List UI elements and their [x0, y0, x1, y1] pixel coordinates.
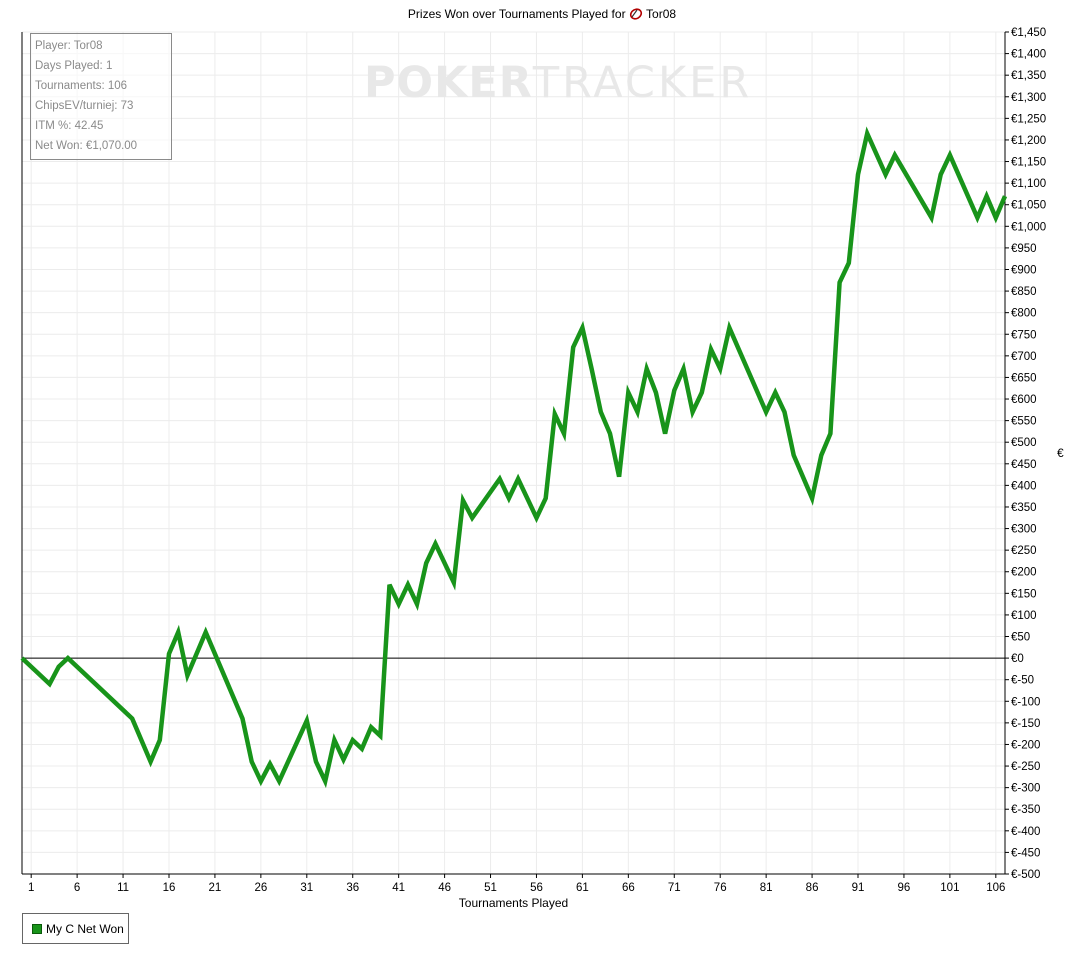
grid: [22, 31, 1005, 875]
y-tick-label: €-500: [1011, 869, 1040, 881]
y-tick-label: €450: [1011, 459, 1037, 471]
y-tick-label: €1,000: [1011, 221, 1046, 233]
y-tick-label: €500: [1011, 437, 1037, 449]
y-tick-label: €300: [1011, 524, 1037, 536]
series-line-net-won: [20, 126, 1008, 789]
pokertracker-logo-icon: [629, 8, 643, 20]
x-tick-label: 101: [940, 882, 959, 894]
series-group: [20, 126, 1008, 789]
y-tick-label: €-150: [1011, 718, 1040, 730]
y-tick-label: €1,350: [1011, 70, 1046, 82]
legend[interactable]: My C Net Won: [22, 913, 129, 944]
y-tick-label: €1,150: [1011, 157, 1046, 169]
y-tick-label: €400: [1011, 480, 1037, 492]
y-tick-label: €1,050: [1011, 200, 1046, 212]
y-tick-label: €1,200: [1011, 135, 1046, 147]
y-tick-label: €0: [1011, 653, 1024, 665]
x-tick-label: 6: [74, 882, 80, 894]
y-tick-label: €100: [1011, 610, 1037, 622]
chart-title-text: Prizes Won over Tournaments Played for: [407, 7, 626, 21]
x-tick-label: 36: [346, 882, 359, 894]
y-tick-label: €-100: [1011, 696, 1040, 708]
y-tick-label: €650: [1011, 372, 1037, 384]
x-tick-label: 41: [392, 882, 405, 894]
y-tick-label: €50: [1011, 632, 1030, 644]
y-tick-label: €1,250: [1011, 113, 1046, 125]
watermark-part1: POKER: [364, 58, 533, 108]
y-tick-label: €-450: [1011, 847, 1040, 859]
y-axis-label: €: [1057, 446, 1064, 460]
y-tick-label: €250: [1011, 545, 1037, 557]
chart-title: Prizes Won over Tournaments Played for T…: [0, 7, 1084, 21]
y-tick-label: €1,100: [1011, 178, 1046, 190]
stat-tournaments: Tournaments: 106: [35, 80, 128, 92]
x-tick-label: 1: [28, 882, 34, 894]
x-tick-label: 71: [668, 882, 681, 894]
y-tick-label: €1,450: [1011, 27, 1046, 39]
y-tick-label: €150: [1011, 588, 1037, 600]
x-axis-label: Tournaments Played: [458, 896, 569, 910]
y-tick-label: €700: [1011, 351, 1037, 363]
x-tick-label: 86: [806, 882, 819, 894]
x-tick-label: 46: [438, 882, 451, 894]
x-tick-label: 76: [714, 882, 727, 894]
x-tick-label: 31: [300, 882, 313, 894]
x-tick-label: 61: [576, 882, 589, 894]
stat-player: Player: Tor08: [35, 40, 103, 52]
y-tick-label: €950: [1011, 243, 1037, 255]
watermark-part2: TRACKER: [532, 58, 753, 108]
y-tick-label: €-250: [1011, 761, 1040, 773]
stat-days-played: Days Played: 1: [35, 60, 113, 72]
stat-chipsev: ChipsEV/turniej: 73: [35, 100, 134, 112]
y-tick-label: €-50: [1011, 675, 1034, 687]
x-tick-label: 106: [986, 882, 1005, 894]
chart-title-player: Tor08: [646, 7, 677, 21]
y-tick-label: €-400: [1011, 826, 1040, 838]
y-tick-label: €-350: [1011, 804, 1040, 816]
y-tick-label: €900: [1011, 264, 1037, 276]
x-tick-label: 91: [852, 882, 865, 894]
y-tick-label: €850: [1011, 286, 1037, 298]
legend-label: My C Net Won: [46, 921, 124, 936]
x-tick-label: 51: [484, 882, 497, 894]
axes: [21, 32, 1006, 875]
legend-swatch-icon: [32, 923, 42, 934]
y-tick-label: €350: [1011, 502, 1037, 514]
y-tick-label: €1,400: [1011, 49, 1046, 61]
stats-box: Player: Tor08 Days Played: 1 Tournaments…: [30, 33, 172, 160]
pokertracker-watermark: POKERTRACKER: [364, 58, 752, 108]
y-tick-label: €-200: [1011, 739, 1040, 751]
x-tick-label: 81: [760, 882, 773, 894]
x-tick-label: 26: [254, 882, 267, 894]
y-tick-label: €200: [1011, 567, 1037, 579]
y-tick-label: €1,300: [1011, 92, 1046, 104]
x-tick-label: 56: [530, 882, 543, 894]
x-tick-label: 96: [898, 882, 911, 894]
x-tick-label: 21: [209, 882, 222, 894]
y-tick-label: €800: [1011, 308, 1037, 320]
x-tick-label: 16: [163, 882, 176, 894]
y-tick-label: €-300: [1011, 783, 1040, 795]
y-tick-label: €600: [1011, 394, 1037, 406]
stat-net-won: Net Won: €1,070.00: [35, 140, 138, 152]
y-tick-label: €750: [1011, 329, 1037, 341]
x-axis-ticks: 1 6 11 16 21 26 31 36 41 46 51 56 61 66 71 76 81 86 91 96 10…: [28, 874, 1005, 894]
y-tick-label: €550: [1011, 416, 1037, 428]
stat-itm: ITM %: 42.45: [35, 120, 104, 132]
x-tick-label: 11: [117, 882, 129, 894]
x-tick-label: 66: [622, 882, 635, 894]
y-axis-ticks: €-500 €-450 €-400 €-350 €-300 €-250 €-200 €-150…: [1005, 27, 1046, 881]
